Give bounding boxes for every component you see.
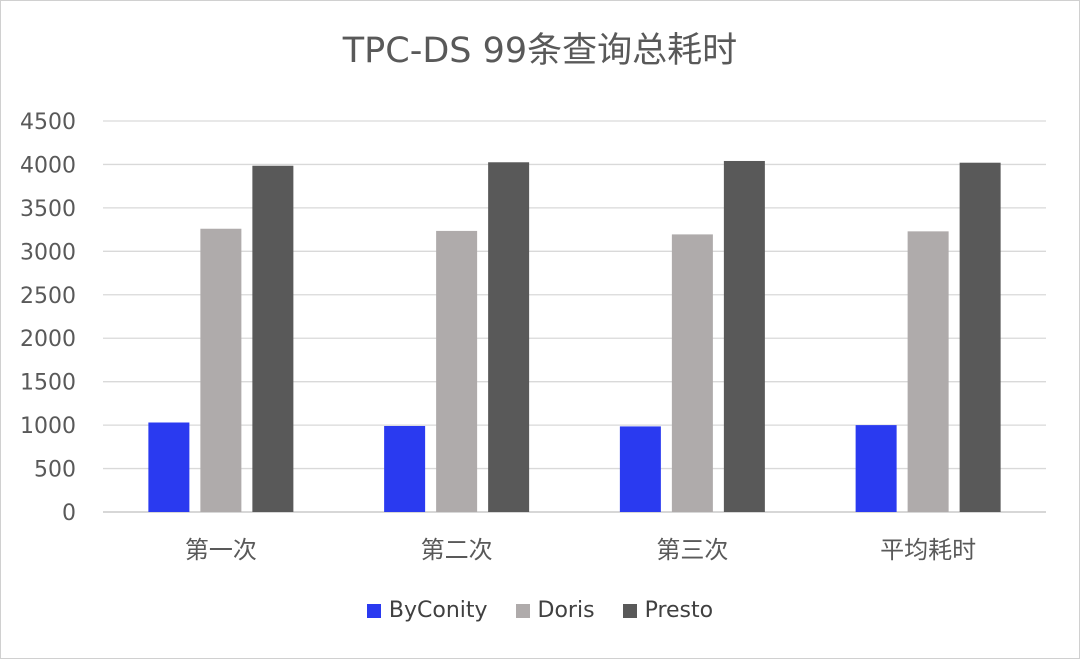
legend-swatch: [366, 603, 381, 618]
x-tick-label: 第二次: [421, 536, 493, 564]
legend-label: ByConity: [388, 598, 488, 623]
bar-byconity: [148, 422, 190, 512]
bar-presto: [252, 165, 294, 512]
y-tick-label: 1500: [20, 371, 76, 396]
y-tick-label: 3000: [20, 240, 76, 265]
y-tick-label: 1000: [20, 414, 76, 439]
legend-label: Doris: [537, 598, 595, 623]
bar-byconity: [619, 426, 661, 512]
bar-byconity: [855, 425, 897, 512]
bar-doris: [671, 234, 713, 512]
bar-doris: [200, 228, 242, 512]
x-tick-label: 平均耗时: [880, 536, 976, 564]
y-tick-label: 3500: [20, 197, 76, 222]
bar-doris: [907, 231, 949, 513]
y-tick-label: 500: [34, 458, 76, 483]
chart-title: TPC-DS 99条查询总耗时: [342, 31, 738, 71]
x-tick-label: 第三次: [656, 536, 728, 564]
bar-presto: [723, 160, 765, 513]
legend-label: Presto: [644, 598, 714, 623]
legend-swatch: [515, 603, 530, 618]
y-tick-label: 2500: [20, 284, 76, 309]
bar-doris: [436, 230, 478, 513]
bar-presto: [959, 162, 1001, 512]
y-tick-label: 2000: [20, 327, 76, 352]
y-tick-label: 4500: [20, 110, 76, 135]
bar-presto: [488, 162, 530, 512]
legend-swatch: [622, 603, 637, 618]
legend-item: ByConity: [366, 598, 488, 623]
legend-item: Doris: [515, 598, 595, 623]
x-tick-label: 第一次: [185, 536, 257, 564]
chart-legend: ByConity Doris Presto: [0, 598, 1080, 623]
y-tick-label: 4000: [20, 153, 76, 178]
legend-item: Presto: [622, 598, 714, 623]
y-tick-label: 0: [62, 501, 76, 526]
bar-byconity: [384, 425, 426, 512]
